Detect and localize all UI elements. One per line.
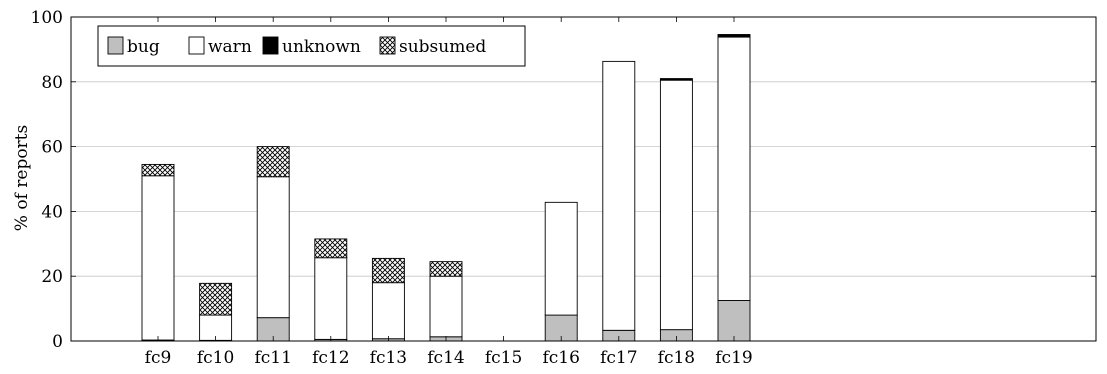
legend-label-unknown: unknown xyxy=(282,37,361,57)
y-axis-label: % of reports xyxy=(12,125,32,231)
y-tick-label: 20 xyxy=(41,267,63,287)
bar-segment-subsumed xyxy=(141,163,175,177)
legend-swatch-subsumed xyxy=(379,36,396,55)
bar-segment-subsumed xyxy=(256,146,290,178)
legend-label-subsumed: subsumed xyxy=(399,37,486,57)
y-tick-label: 0 xyxy=(52,332,63,352)
bar-segment-subsumed xyxy=(429,261,463,277)
x-tick-label: fc16 xyxy=(542,348,579,368)
legend-box xyxy=(97,25,526,67)
bar-segment-warn xyxy=(141,175,175,341)
bar-segment-warn xyxy=(429,275,463,338)
bar-segment-bug xyxy=(717,300,751,342)
bars xyxy=(141,34,751,342)
bar-segment-warn xyxy=(602,60,636,331)
bar-segment-warn xyxy=(659,79,693,331)
legend: bug warn unknown subsumed xyxy=(97,25,526,67)
bar-segment-warn xyxy=(544,201,578,316)
x-tick-label: fc14 xyxy=(427,348,464,368)
bar-segment-subsumed xyxy=(199,282,233,316)
plot-frame xyxy=(70,16,1097,342)
gridlines xyxy=(71,81,1096,277)
x-tick-label: fc10 xyxy=(197,348,234,368)
bar-segment-warn xyxy=(717,36,751,301)
y-tick-label: 40 xyxy=(41,202,63,222)
y-tick-label: 60 xyxy=(41,138,63,158)
legend-label-warn: warn xyxy=(208,37,252,57)
bar-segment-subsumed xyxy=(371,257,405,284)
x-tick-label: fc12 xyxy=(312,348,349,368)
y-tick-label: 80 xyxy=(41,73,63,93)
legend-label-bug: bug xyxy=(127,37,160,57)
bar-segment-warn xyxy=(314,257,348,340)
bar-segment-subsumed xyxy=(314,238,348,259)
bar-segment-unknown xyxy=(659,78,693,81)
bar-segment-warn xyxy=(256,176,290,319)
x-tick-label: fc13 xyxy=(370,348,407,368)
x-tick-label: fc15 xyxy=(485,348,522,368)
legend-swatch-unknown xyxy=(262,36,279,55)
x-tick-label: fc9 xyxy=(145,348,172,368)
x-tick-label: fc17 xyxy=(600,348,637,368)
legend-swatch-bug xyxy=(107,36,124,55)
x-tick-label: fc19 xyxy=(715,348,752,368)
y-tick-label: 100 xyxy=(31,8,63,28)
bar-segment-unknown xyxy=(717,34,751,38)
legend-swatch-warn xyxy=(188,36,205,55)
x-tick-label: fc18 xyxy=(658,348,695,368)
axes: 0 20 40 60 80 100 fc9 fc10 fc11 fc12 fc13 fc14 fc15 f… xyxy=(31,8,1097,368)
x-tick-label: fc11 xyxy=(254,348,291,368)
bar-segment-warn xyxy=(371,282,405,340)
